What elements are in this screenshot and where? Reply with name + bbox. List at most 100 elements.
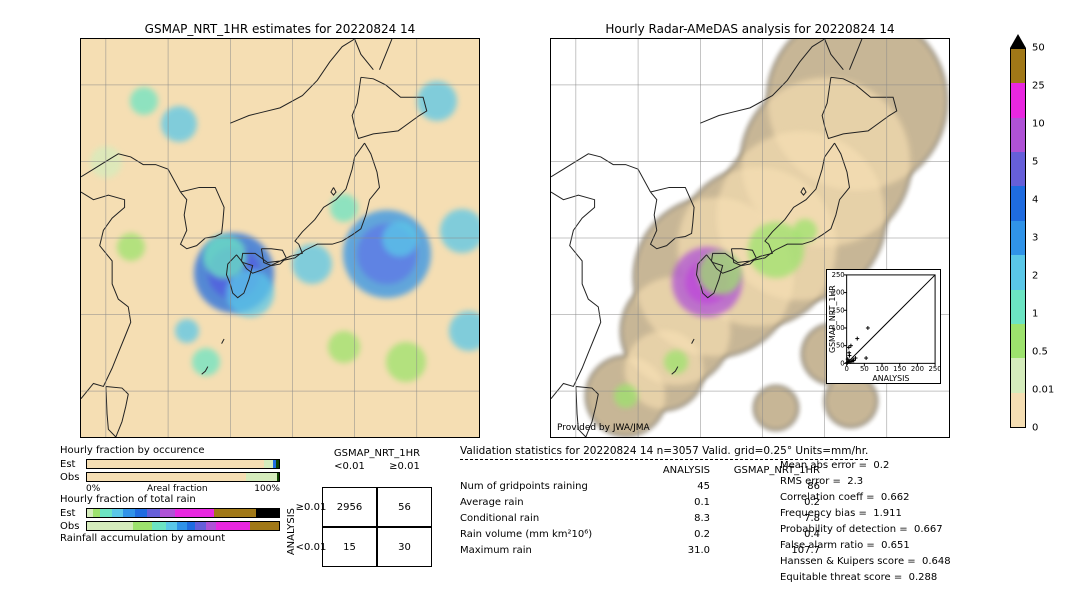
bar-seg [166,522,178,530]
colorbar-seg [1011,49,1025,83]
colorbar-tick: 25 [1032,81,1045,92]
bar-seg [87,522,133,530]
svg-text:100: 100 [875,365,888,373]
bar-seg [276,460,279,468]
bar-title: Hourly fraction of total rain [60,494,280,505]
colorbar-seg [1011,393,1025,427]
colorbar-tick: 2 [1032,271,1038,282]
ct-cell: <0.01 [322,459,377,473]
colorbar: 502510543210.50.010 [1010,34,1026,428]
bar-seg [147,509,160,517]
stats-title: Validation statistics for 20220824 14 n=… [460,445,868,457]
colorbar-seg [1011,255,1025,289]
svg-text:250: 250 [929,365,940,373]
colorbar-tick: 10 [1032,119,1045,130]
bar-seg [87,473,246,481]
colorbar-seg [1011,186,1025,220]
ct-cell: 30 [377,527,432,567]
stats-metric: False alarm ratio = 0.651 [780,538,970,554]
svg-text:50: 50 [836,342,845,350]
bar-row-label: Obs [60,521,86,532]
bar-seg [256,509,279,517]
colorbar-seg [1011,290,1025,324]
ct-cell [377,473,432,487]
bar-seg [175,509,213,517]
bar-seg [152,522,165,530]
left-coastlines [81,39,479,437]
left-map: 120°E125°E130°E135°E140°E145°E25°N30°N35… [80,38,480,438]
scatter-plot: 005050100100150150200200250250ANALYSISGS… [827,270,940,383]
colorbar-tick: 4 [1032,195,1038,206]
provided-label: Provided by JWA/JMA [557,423,650,433]
bar-seg [216,522,251,530]
right-map-title: Hourly Radar-AMeDAS analysis for 2022082… [550,22,950,36]
bar-seg [87,460,264,468]
ct-cell: ≥0.01 [377,459,432,473]
bar-seg [187,522,195,530]
bar-row-label: Est [60,508,86,519]
fraction-bars: Hourly fraction by occurenceEstObs0%Area… [60,445,280,546]
bar-track [86,521,280,531]
ct-cell: 56 [377,487,432,527]
left-map-title: GSMAP_NRT_1HR estimates for 20220824 14 [80,22,480,36]
ct-cell [300,473,322,487]
stats-metric: Hanssen & Kuipers score = 0.648 [780,554,970,570]
bar-title: Hourly fraction by occurence [60,445,280,456]
bar-track [86,508,280,518]
bar-seg [246,473,277,481]
contingency-table: GSMAP_NRT_1HR<0.01≥0.01≥0.01295656<0.011… [300,448,432,567]
bar-title: Rainfall accumulation by amount [60,533,280,544]
bar-seg [177,522,187,530]
ct-cell [300,459,322,473]
bar-row: Est [60,458,280,470]
stats-metric: Correlation coeff = 0.662 [780,490,970,506]
bar-seg [214,509,256,517]
svg-text:150: 150 [893,365,906,373]
bar-track [86,459,280,469]
colorbar-tick: 1 [1032,309,1038,320]
colorbar-tick: 0.01 [1032,385,1054,396]
right-map-panel: Hourly Radar-AMeDAS analysis for 2022082… [550,22,950,438]
bar-row-label: Obs [60,472,86,483]
colorbar-seg [1011,221,1025,255]
stats-metric: Probability of detection = 0.667 [780,522,970,538]
colorbar-tick: 5 [1032,157,1038,168]
bar-seg [100,509,112,517]
stats-metric: Equitable threat score = 0.288 [780,570,970,586]
ct-cell: 2956 [322,487,377,527]
bar-row: Obs [60,471,280,483]
left-map-panel: GSMAP_NRT_1HR estimates for 20220824 14 … [80,22,480,438]
bar-seg [160,509,175,517]
bar-seg [195,522,207,530]
bar-seg [264,460,274,468]
bar-seg [93,509,101,517]
ct-cell: ≥0.01 [300,487,322,527]
colorbar-cap-icon [1010,34,1026,48]
svg-text:50: 50 [860,365,869,373]
ct-cell: 15 [322,527,377,567]
stats-table-right: Mean abs error = 0.2RMS error = 2.3Corre… [780,458,970,586]
svg-text:0: 0 [844,365,848,373]
bar-seg [133,522,152,530]
colorbar-tick: 50 [1032,43,1045,54]
right-map: 005050100100150150200200250250ANALYSISGS… [550,38,950,438]
ct-cell [322,473,377,487]
bar-seg [135,509,147,517]
bar-row-label: Est [60,459,86,470]
colorbar-seg [1011,118,1025,152]
bar-seg [250,522,279,530]
svg-text:250: 250 [832,271,845,279]
ct-left-label: ANALYSIS [286,508,297,555]
colorbar-tick: 0.5 [1032,347,1048,358]
ct-top-label: GSMAP_NRT_1HR [322,448,432,459]
bar-seg [277,473,279,481]
bar-row: Obs [60,520,280,532]
bar-seg [123,509,135,517]
svg-text:ANALYSIS: ANALYSIS [872,374,909,383]
bar-seg [206,522,216,530]
stats-metric: RMS error = 2.3 [780,474,970,490]
scatter-inset: 005050100100150150200200250250ANALYSISGS… [826,269,941,384]
colorbar-tick: 3 [1032,233,1038,244]
bar-axis: 0%Areal fraction100% [86,484,280,494]
bar-seg [112,509,124,517]
